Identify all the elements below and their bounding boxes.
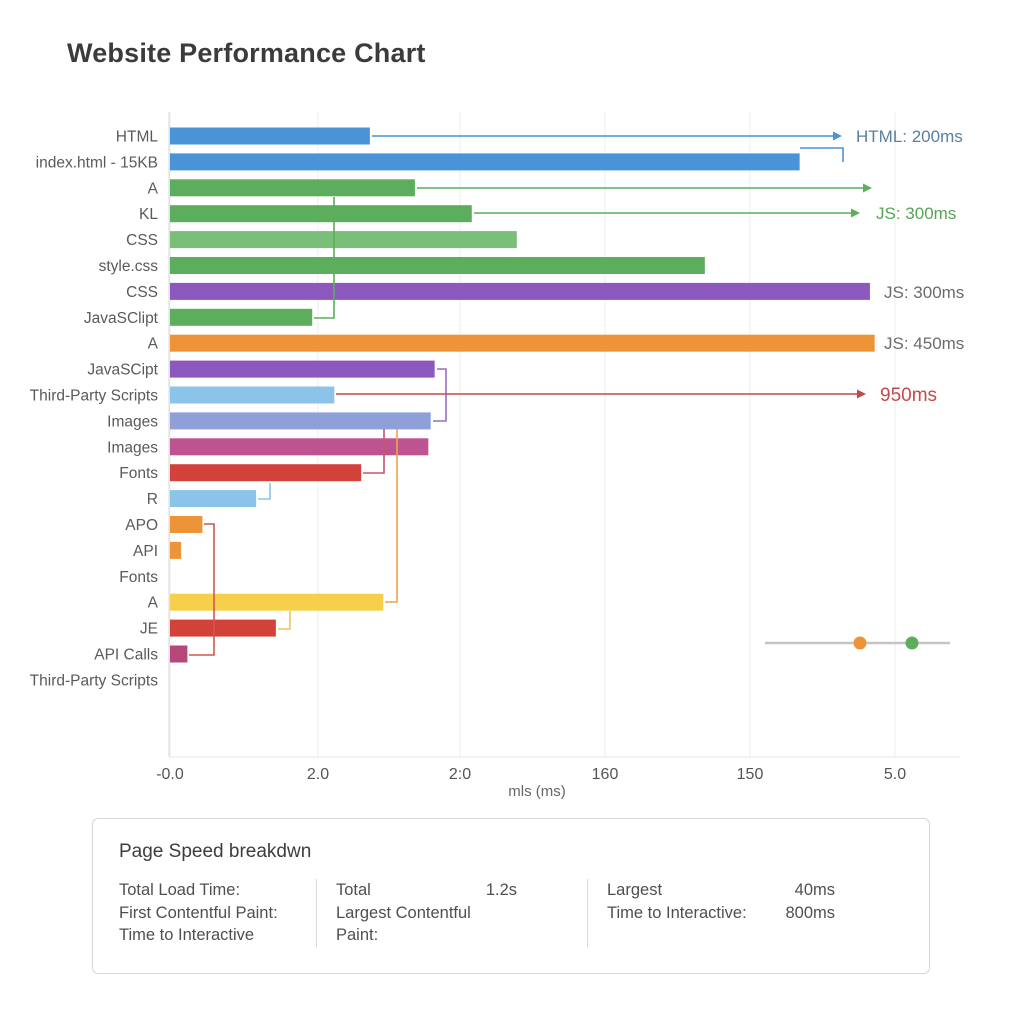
bar-css <box>170 231 517 249</box>
summary-panel-columns: Total Load Time: First Contentful Paint: T… <box>93 879 929 947</box>
y-axis-label-14: R <box>147 491 158 508</box>
y-axis-label-2: A <box>148 180 159 197</box>
bar-css <box>170 282 870 300</box>
bar-a <box>170 179 415 197</box>
y-axis-label-9: JavaSCipt <box>87 362 158 379</box>
y-axis-label-8: A <box>148 336 159 353</box>
connector-line-4 <box>385 429 398 603</box>
x-tick-label-3: 160 <box>592 766 619 783</box>
stat-line: Total 1.2s <box>336 879 587 902</box>
summary-column-2: Largest 40ms Time to Interactive: 800ms <box>587 879 905 947</box>
y-axis-label-18: A <box>148 595 159 612</box>
stat-label: Largest <box>607 881 663 899</box>
stat-label: Time to Interactive <box>119 926 255 944</box>
stat-label: Time to Interactive: <box>607 903 747 922</box>
y-axis-label-17: Fonts <box>119 569 158 586</box>
stat-line: Largest 40ms <box>607 879 905 902</box>
bar-je <box>170 619 276 637</box>
bar-apo <box>170 516 203 533</box>
connector-line-6 <box>189 523 215 656</box>
annotation-text-3: JS: 300ms <box>884 283 964 302</box>
stat-value: 800ms <box>785 903 835 922</box>
bar-r <box>170 490 257 508</box>
annotation-text-2: JS: 300ms <box>876 204 956 223</box>
connector-line-0 <box>800 147 844 162</box>
bar-api-calls <box>170 645 188 663</box>
annotation-text-5: 950ms <box>880 385 937 406</box>
y-axis-label-19: JE <box>140 621 158 638</box>
y-axis-label-7: JavaSClipt <box>84 310 159 327</box>
stat-line: Time to Interactive: 800ms <box>607 902 905 925</box>
annotation-arrowhead-icon-1 <box>863 183 872 193</box>
y-axis-label-20: API Calls <box>94 647 158 664</box>
stat-line: Time to Interactive <box>119 924 316 947</box>
bar-javascipt <box>170 360 435 378</box>
stat-line: Total Load Time: <box>119 879 316 902</box>
y-axis-label-12: Images <box>107 439 158 456</box>
y-axis-label-13: Fonts <box>119 465 158 482</box>
connector-line-1 <box>314 197 335 319</box>
x-tick-label-0: -0.0 <box>156 766 184 783</box>
summary-panel-title: Page Speed breakdwn <box>119 841 312 862</box>
performance-bar-chart: HTML index.html - 15KB A KL CSS style.css CSS J… <box>30 112 964 800</box>
y-axis-label-3: KL <box>139 206 158 223</box>
bar-style-css <box>170 257 705 274</box>
x-tick-label-4: 150 <box>737 766 764 783</box>
stat-label: Largest Contentful Paint: <box>336 903 471 945</box>
annotation-arrowhead-icon-0 <box>833 131 842 141</box>
stat-label: Total Load Time: <box>119 881 241 899</box>
annotation-arrowhead-icon-5 <box>857 389 866 399</box>
stat-line: Largest Contentful Paint: <box>336 902 587 947</box>
x-axis-title: mls (ms) <box>508 783 565 800</box>
connector-line-5 <box>278 611 291 630</box>
y-axis-label-10: Third-Party Scripts <box>30 388 159 405</box>
bar-javasclipt <box>170 308 313 326</box>
bar-images <box>170 412 431 430</box>
annotation-arrowhead-icon-2 <box>851 208 860 218</box>
annotation-text-0: HTML: 200ms <box>856 127 963 146</box>
bar-images <box>170 438 429 456</box>
bar-third-party-scripts <box>170 386 335 404</box>
y-axis-label-16: API <box>133 543 158 560</box>
connector-line-3 <box>363 429 385 474</box>
stat-line: First Contentful Paint: <box>119 902 316 925</box>
bar-a <box>170 334 875 352</box>
annotation-text-4: JS: 450ms <box>884 334 964 353</box>
connector-line-2 <box>433 368 447 422</box>
x-tick-label-2: 2:0 <box>449 766 471 783</box>
bar-kl <box>170 205 472 223</box>
range-marker-dot-1 <box>905 636 919 650</box>
stat-label: First Contentful Paint: <box>119 903 278 922</box>
bar-html <box>170 127 370 145</box>
connector-line-7 <box>258 483 271 500</box>
y-axis-label-1: index.html - 15KB <box>36 154 158 171</box>
stat-value: 40ms <box>794 881 835 899</box>
bar-api <box>170 541 182 559</box>
summary-column-0: Total Load Time: First Contentful Paint: T… <box>93 879 316 947</box>
x-tick-label-5: 5.0 <box>884 766 906 783</box>
y-axis-label-0: HTML <box>116 129 159 146</box>
stat-value: 1.2s <box>485 881 517 899</box>
bar-a <box>170 593 384 611</box>
y-axis-label-5: style.css <box>99 258 159 275</box>
chart-title: Website Performance Chart <box>67 38 426 68</box>
bar-fonts <box>170 464 362 482</box>
y-axis-label-21: Third-Party Scripts <box>30 672 159 689</box>
stat-label: Total <box>336 881 371 899</box>
y-axis-label-11: Images <box>107 413 158 430</box>
x-tick-label-1: 2.0 <box>307 766 329 783</box>
y-axis-label-15: APO <box>125 517 158 534</box>
bar-index-html-15kb <box>170 153 800 171</box>
summary-panel: Page Speed breakdwn Total Load Time: Firs… <box>92 818 930 974</box>
y-axis-label-4: CSS <box>126 232 158 249</box>
y-axis-label-6: CSS <box>126 284 158 301</box>
summary-column-1: Total 1.2s Largest Contentful Paint: <box>316 879 587 947</box>
range-marker-dot-0 <box>853 636 867 650</box>
